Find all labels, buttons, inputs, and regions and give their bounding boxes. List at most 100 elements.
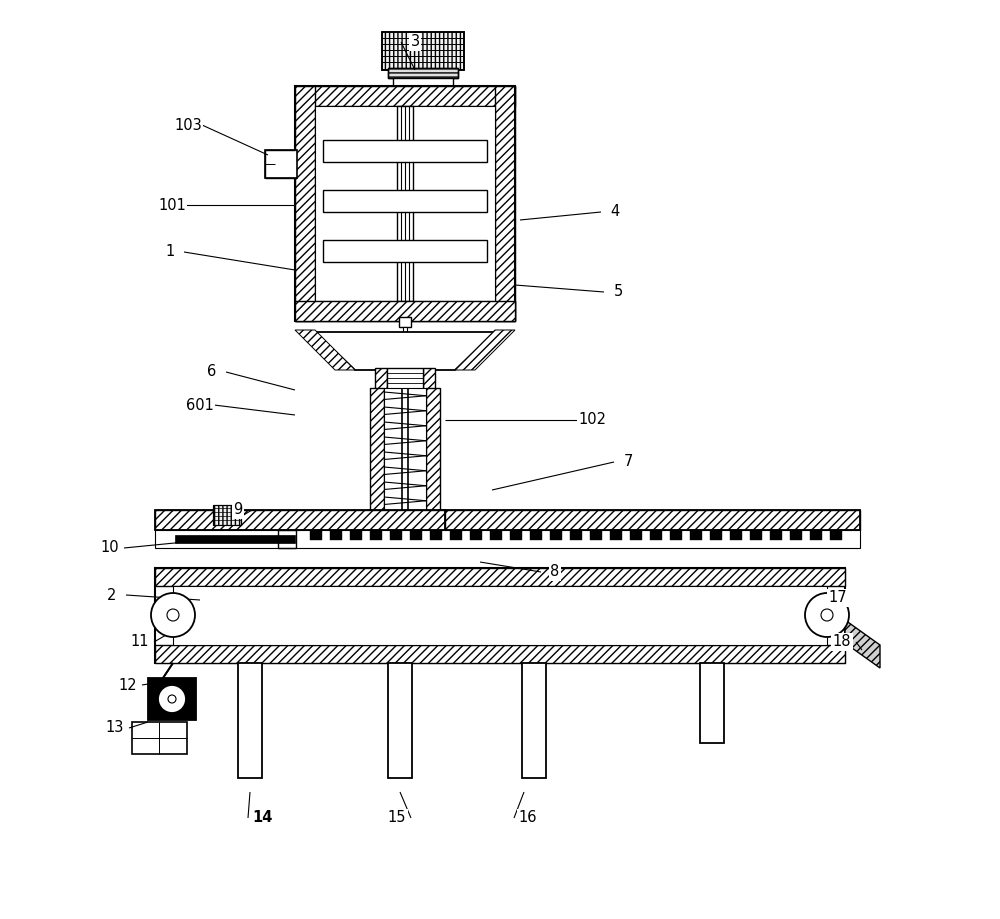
Text: 18: 18	[833, 634, 851, 650]
Circle shape	[805, 593, 849, 637]
Bar	[295, 86, 515, 321]
Bar	[238, 663, 262, 778]
Text: 7: 7	[623, 455, 633, 470]
Bar	[370, 388, 384, 536]
Bar	[132, 722, 187, 754]
Bar	[388, 68, 458, 78]
Bar	[440, 510, 860, 530]
Bar	[155, 568, 845, 586]
Bar	[630, 530, 642, 540]
Bar	[265, 150, 297, 178]
Bar	[522, 663, 546, 778]
Bar	[403, 327, 407, 335]
Bar	[315, 106, 495, 301]
Bar	[650, 530, 662, 540]
Bar	[570, 530, 582, 540]
Bar	[295, 86, 515, 106]
Circle shape	[151, 593, 195, 637]
Bar	[730, 530, 742, 540]
Bar	[426, 388, 440, 536]
Bar	[384, 388, 426, 536]
Bar	[393, 78, 453, 86]
Bar	[323, 190, 487, 212]
Bar	[155, 568, 845, 663]
Text: 14: 14	[252, 811, 272, 825]
Text: 17: 17	[829, 591, 847, 606]
Text: 4: 4	[610, 205, 620, 220]
Bar	[323, 140, 487, 162]
Circle shape	[158, 685, 186, 713]
Circle shape	[167, 609, 179, 621]
Bar	[430, 530, 442, 540]
Bar	[295, 86, 315, 321]
Text: 5: 5	[613, 285, 623, 300]
Text: 6: 6	[207, 365, 217, 380]
Bar	[470, 530, 482, 540]
Bar	[550, 530, 562, 540]
Bar	[670, 530, 682, 540]
Bar	[155, 645, 845, 663]
Bar	[410, 530, 422, 540]
Bar	[690, 530, 702, 540]
Polygon shape	[455, 330, 515, 370]
Bar	[155, 510, 445, 530]
Circle shape	[168, 695, 176, 703]
Bar	[213, 505, 241, 525]
Bar	[278, 530, 296, 548]
Bar	[510, 530, 522, 540]
Bar	[375, 368, 387, 390]
Bar	[295, 301, 515, 321]
Bar	[388, 663, 412, 778]
Bar	[175, 535, 295, 543]
Text: 10: 10	[101, 540, 119, 555]
Bar	[590, 530, 602, 540]
Bar	[810, 530, 822, 540]
Bar	[388, 68, 458, 78]
Bar	[390, 530, 402, 540]
Bar	[610, 530, 622, 540]
Bar	[440, 510, 860, 530]
Bar	[490, 530, 502, 540]
Bar	[155, 510, 445, 530]
Text: 9: 9	[233, 503, 243, 517]
Bar	[450, 530, 462, 540]
Text: 102: 102	[578, 413, 606, 427]
Bar	[173, 586, 827, 645]
Bar	[323, 240, 487, 262]
Text: 11: 11	[131, 634, 149, 650]
Bar	[397, 106, 413, 301]
Bar	[330, 530, 342, 540]
Bar	[387, 368, 423, 390]
Text: 101: 101	[158, 198, 186, 212]
Text: 601: 601	[186, 398, 214, 413]
Text: 13: 13	[106, 720, 124, 735]
Polygon shape	[845, 620, 880, 668]
Bar	[790, 530, 802, 540]
Text: 1: 1	[165, 244, 175, 259]
Bar	[399, 317, 411, 327]
Circle shape	[821, 609, 833, 621]
Text: 15: 15	[388, 811, 406, 825]
Bar	[700, 663, 724, 743]
Bar	[382, 32, 464, 70]
Bar	[370, 530, 382, 540]
Text: 103: 103	[174, 118, 202, 132]
Text: 12: 12	[119, 677, 137, 693]
Bar	[750, 530, 762, 540]
Bar	[382, 32, 464, 70]
Bar	[350, 530, 362, 540]
Text: 8: 8	[550, 564, 560, 580]
Bar	[423, 368, 435, 390]
Polygon shape	[295, 330, 355, 370]
Text: 3: 3	[410, 35, 420, 50]
Text: 16: 16	[519, 811, 537, 825]
Bar	[295, 301, 515, 321]
Polygon shape	[315, 332, 495, 370]
Bar	[213, 505, 241, 525]
Bar	[148, 678, 196, 720]
Bar	[710, 530, 722, 540]
Text: 2: 2	[107, 587, 117, 603]
Bar	[155, 530, 860, 548]
Bar	[830, 530, 842, 540]
Bar	[310, 530, 322, 540]
